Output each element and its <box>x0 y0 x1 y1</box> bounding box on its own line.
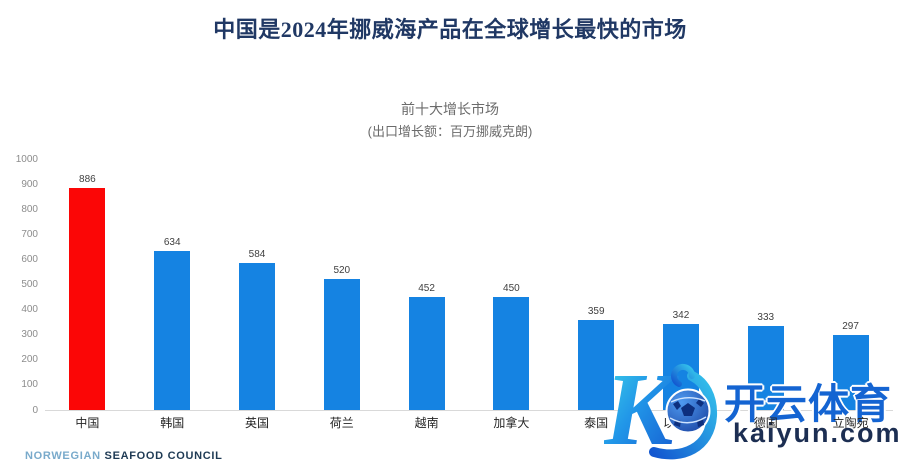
x-axis-label-英国: 英国 <box>244 416 269 430</box>
x-axis-label-加拿大: 加拿大 <box>493 416 530 430</box>
y-axis-tick: 1000 <box>15 153 38 165</box>
y-axis-tick: 400 <box>21 304 38 316</box>
x-axis-label-泰国: 泰国 <box>584 416 609 430</box>
y-axis-tick: 600 <box>21 253 38 265</box>
bar-韩国 <box>154 250 191 410</box>
y-axis-tick: 100 <box>21 379 38 391</box>
bars-row: 886 634 584 520 452 450 359 342 333 297 <box>45 159 893 410</box>
bar-中国 <box>69 187 106 410</box>
bar-slot: 520 <box>299 159 384 410</box>
y-axis-tick: 200 <box>21 354 38 366</box>
bar-value-label: 634 <box>163 236 181 248</box>
chart-title: 中国是2024年挪威海产品在全球增长最快的市场 <box>213 17 687 42</box>
y-axis-tick: 0 <box>32 404 38 416</box>
bar-value-label: 520 <box>333 265 351 277</box>
bar-slot: 297 <box>808 159 893 410</box>
chart-subtitle: 前十大增长市场 <box>401 101 499 117</box>
x-axis-label-韩国: 韩国 <box>160 416 185 430</box>
bar-荷兰 <box>323 279 360 410</box>
bar-value-label: 886 <box>79 173 96 185</box>
bar-value-label: 359 <box>587 305 605 317</box>
soccer-ball-icon <box>665 388 711 434</box>
bar-德国 <box>747 326 784 410</box>
bar-value-label: 342 <box>672 310 690 322</box>
bar-value-label: 450 <box>503 283 520 295</box>
bar-value-label: 333 <box>757 312 775 324</box>
plot-area: 886 634 584 520 452 450 359 342 333 297 <box>45 159 893 411</box>
y-axis-tick: 800 <box>21 203 38 215</box>
x-axis-label-越南: 越南 <box>414 416 439 430</box>
bar-value-label: 452 <box>418 282 435 294</box>
y-axis-tick: 700 <box>21 228 38 240</box>
footer-brand-light: NORWEGIAN <box>25 450 101 462</box>
footer-brand-dark: SEAFOOD COUNCIL <box>104 450 223 462</box>
y-axis-tick: 300 <box>21 329 38 341</box>
footer-logo: NORWEGIAN SEAFOOD COUNCIL <box>25 450 223 462</box>
bar-slot: 333 <box>723 159 808 410</box>
bar-英国 <box>238 263 275 410</box>
x-axis-label-中国: 中国 <box>75 416 100 430</box>
bar-越南 <box>408 296 445 410</box>
y-axis-tick: 500 <box>21 279 38 290</box>
bar-slot: 450 <box>469 159 554 410</box>
bar-slot: 452 <box>384 159 469 410</box>
x-axis-labels: 中国韩国英国荷兰越南加拿大泰国以色列德国立陶宛 <box>45 414 893 431</box>
x-axis-label-荷兰: 荷兰 <box>329 416 354 430</box>
watermark-logo-k: K <box>604 352 718 460</box>
watermark-brand-text: 开云体育 <box>724 381 892 427</box>
bar-slot: 359 <box>554 159 639 410</box>
bar-加拿大 <box>493 297 530 410</box>
chart-subtitle-units: (出口增长额：百万挪威克朗) <box>367 124 533 139</box>
bar-立陶宛 <box>832 335 869 410</box>
x-axis-label-立陶宛: 立陶宛 <box>832 416 869 430</box>
bar-value-label: 297 <box>842 321 859 333</box>
bar-value-label: 584 <box>248 249 266 261</box>
bar-泰国 <box>578 319 615 410</box>
watermark-domain-text: kaiyun.com <box>733 418 900 448</box>
y-axis-tick: 900 <box>21 178 38 190</box>
x-axis-label-德国: 德国 <box>753 416 778 430</box>
bar-slot: 584 <box>215 159 300 410</box>
bar-slot: 886 <box>45 159 130 410</box>
bar-slot: 634 <box>130 159 215 410</box>
